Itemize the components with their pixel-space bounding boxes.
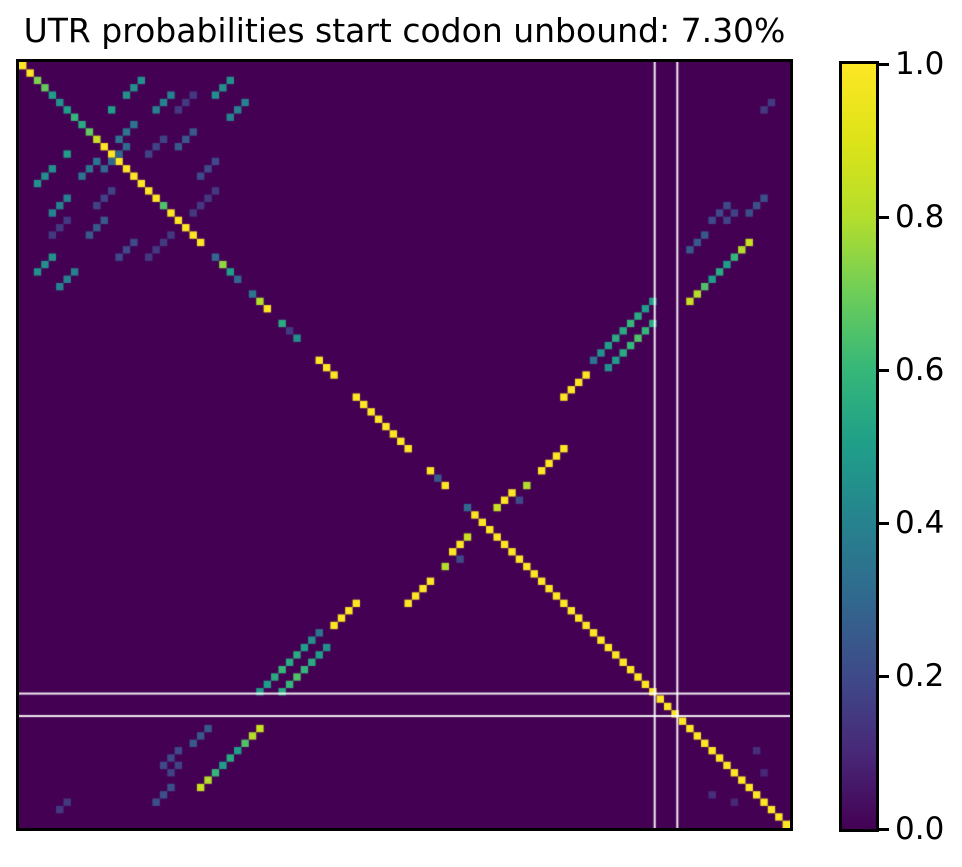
colorbar-tick-label: 0.6 <box>895 352 945 388</box>
colorbar-tick <box>879 62 889 66</box>
colorbar-tick <box>879 674 889 678</box>
colorbar-gradient <box>842 64 876 829</box>
chart-title: UTR probabilities start codon unbound: 7… <box>23 11 786 50</box>
heatmap-axes <box>16 59 793 831</box>
colorbar-tick-label: 0.8 <box>895 199 945 235</box>
colorbar-tick <box>879 521 889 525</box>
colorbar-tick-label: 0.0 <box>895 811 945 847</box>
colorbar-tick-label: 0.2 <box>895 658 945 694</box>
colorbar-tick-label: 0.4 <box>895 505 945 541</box>
colorbar-tick-label: 1.0 <box>895 46 945 82</box>
heatmap-canvas <box>19 62 790 828</box>
colorbar-tick <box>879 368 889 372</box>
colorbar-tick <box>879 215 889 219</box>
colorbar-tick <box>879 827 889 831</box>
colorbar <box>839 61 879 832</box>
